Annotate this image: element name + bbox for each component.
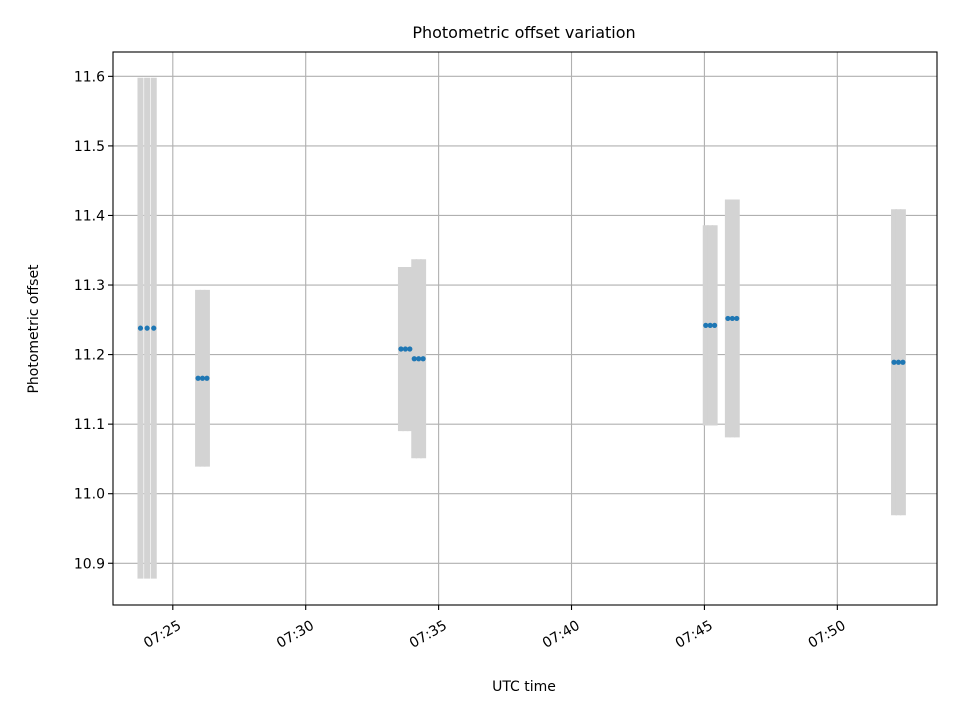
data-point xyxy=(411,356,417,362)
data-point xyxy=(729,315,735,322)
data-point xyxy=(402,346,408,352)
y-axis-ticks: 10.9 11.0 11.1 11.2 11.3 11.4 11.5 11.6 xyxy=(74,69,113,572)
y-tick-label: 11.0 xyxy=(74,487,105,503)
data-point xyxy=(137,325,144,331)
error-bars xyxy=(137,77,906,579)
data-point xyxy=(900,359,906,365)
data-point xyxy=(151,325,157,331)
data-point xyxy=(199,375,206,381)
data-point xyxy=(707,322,713,328)
data-point xyxy=(734,315,740,322)
x-axis-label: UTC time xyxy=(492,679,556,695)
data-points xyxy=(137,315,906,381)
data-point xyxy=(703,322,709,328)
y-tick-label: 11.1 xyxy=(74,417,105,433)
x-tick-label: 07:35 xyxy=(407,618,450,652)
data-point xyxy=(420,356,426,362)
data-point xyxy=(891,359,897,365)
y-tick-label: 11.4 xyxy=(74,208,105,224)
data-point xyxy=(204,375,210,381)
data-point xyxy=(416,356,422,362)
y-tick-label: 10.9 xyxy=(74,556,105,572)
data-point xyxy=(712,322,718,328)
chart-title: Photometric offset variation xyxy=(412,23,635,42)
y-axis-label: Photometric offset xyxy=(26,264,42,394)
x-axis-ticks: 07:25 07:30 07:35 07:40 07:45 07:50 xyxy=(141,605,849,652)
data-point xyxy=(407,346,413,352)
y-tick-label: 11.2 xyxy=(74,348,105,364)
x-tick-label: 07:50 xyxy=(806,618,849,652)
x-tick-label: 07:30 xyxy=(274,618,317,652)
grid xyxy=(113,52,937,605)
x-tick-label: 07:45 xyxy=(673,618,716,652)
x-tick-label: 07:40 xyxy=(540,618,583,652)
plot-frame xyxy=(112,51,938,606)
y-tick-label: 11.6 xyxy=(74,69,105,85)
y-tick-label: 11.5 xyxy=(74,139,105,155)
data-point xyxy=(398,346,404,352)
x-tick-label: 07:25 xyxy=(141,618,184,652)
data-point xyxy=(195,375,201,381)
y-tick-label: 11.3 xyxy=(74,278,105,294)
data-point xyxy=(725,315,731,322)
data-point xyxy=(144,325,150,331)
data-point xyxy=(895,359,902,365)
